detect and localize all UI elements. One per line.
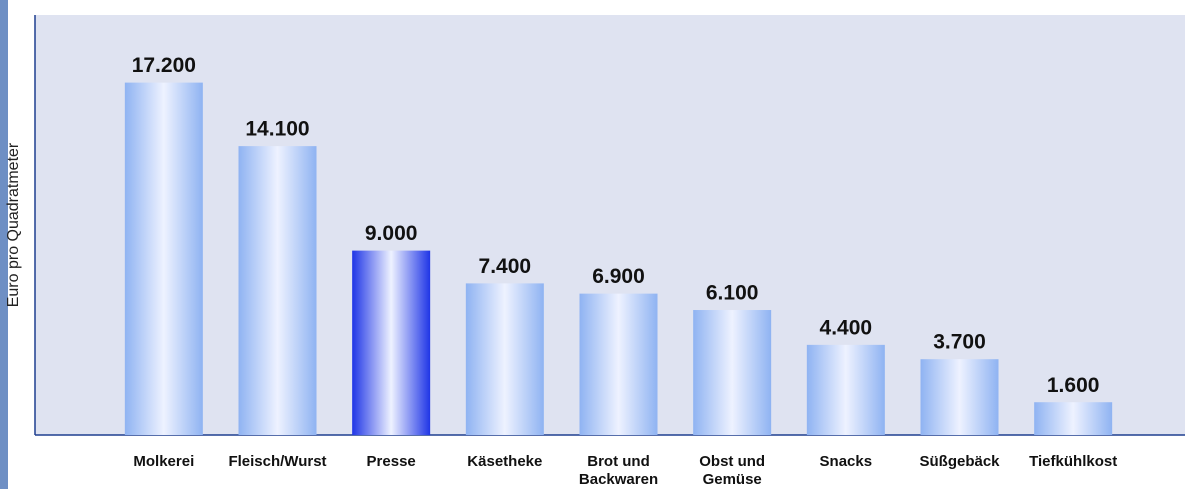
value-label: 7.400 [479, 255, 532, 278]
x-tick-label: Presse [367, 453, 416, 470]
value-label: 6.900 [592, 265, 645, 288]
x-tick-label: Süßgebäck [919, 453, 1000, 470]
x-tick-label: Obst und [699, 453, 765, 470]
bar [465, 283, 544, 435]
value-label: 3.700 [933, 331, 986, 354]
x-tick-label: Snacks [820, 453, 873, 470]
x-tick-label: Molkerei [133, 453, 194, 470]
x-tick-label: Gemüse [703, 471, 762, 488]
bar [693, 310, 772, 435]
value-label: 6.100 [706, 282, 759, 305]
x-tick-label: Backwaren [579, 471, 658, 488]
bar [124, 82, 203, 436]
y-axis-label: Euro pro Quadratmeter [5, 142, 22, 307]
bar [579, 293, 658, 435]
bar [352, 250, 431, 435]
x-tick-label: Fleisch/Wurst [228, 453, 326, 470]
side-strip [0, 0, 8, 489]
value-label: 1.600 [1047, 374, 1100, 397]
value-label: 17.200 [132, 54, 196, 77]
bar [806, 344, 885, 435]
x-tick-label: Brot und [587, 453, 649, 470]
x-tick-label: Tiefkühlkost [1029, 453, 1117, 470]
value-label: 9.000 [365, 222, 418, 245]
bar [920, 359, 999, 435]
bar [238, 146, 317, 435]
value-label: 14.100 [245, 118, 309, 141]
x-tick-label: Käsetheke [467, 453, 542, 470]
value-label: 4.400 [820, 316, 873, 339]
bar [1034, 402, 1113, 435]
